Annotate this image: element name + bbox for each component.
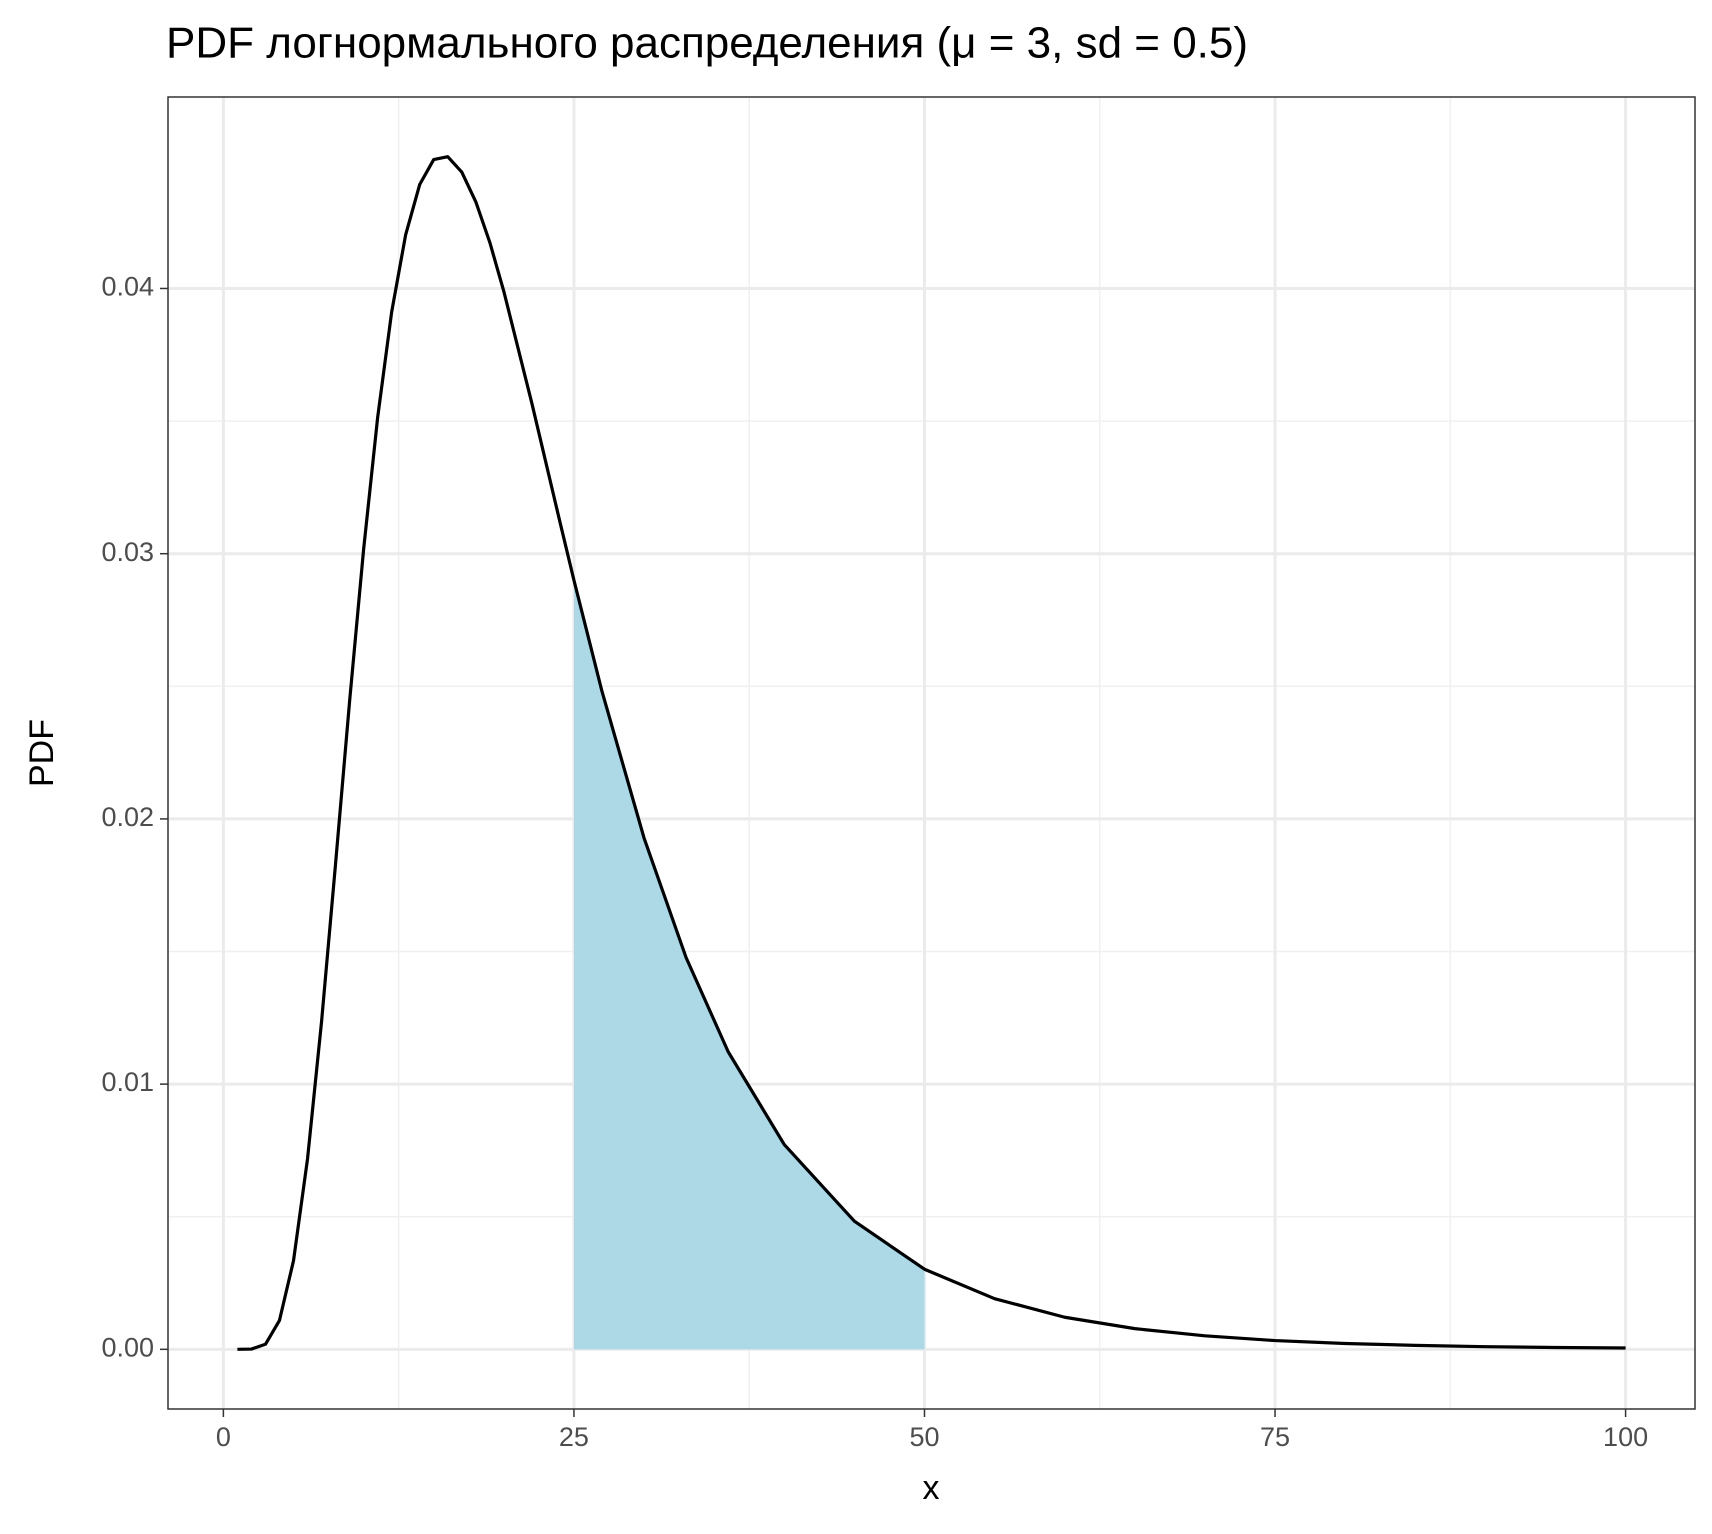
x-tick-label: 50: [909, 1422, 939, 1452]
panel-border: [167, 96, 1696, 1410]
y-axis-label: PDF: [23, 719, 61, 787]
y-tick-label: 0.00: [101, 1332, 154, 1362]
x-tick-label: 75: [1260, 1422, 1290, 1452]
shaded-area: [573, 580, 925, 1350]
x-tick-label: 0: [216, 1422, 231, 1452]
line: [237, 155, 1626, 1351]
chart-title: PDF логнормального распределения (μ = 3,…: [166, 19, 1248, 68]
y-tick-label: 0.03: [101, 537, 154, 567]
y-tick-label: 0.04: [101, 272, 154, 302]
x-tick-label: 100: [1603, 1422, 1648, 1452]
y-tick-label: 0.01: [101, 1067, 154, 1097]
y-tick-label: 0.02: [101, 802, 154, 832]
x-tick-label: 25: [559, 1422, 589, 1452]
x-axis-label: x: [923, 1469, 940, 1507]
